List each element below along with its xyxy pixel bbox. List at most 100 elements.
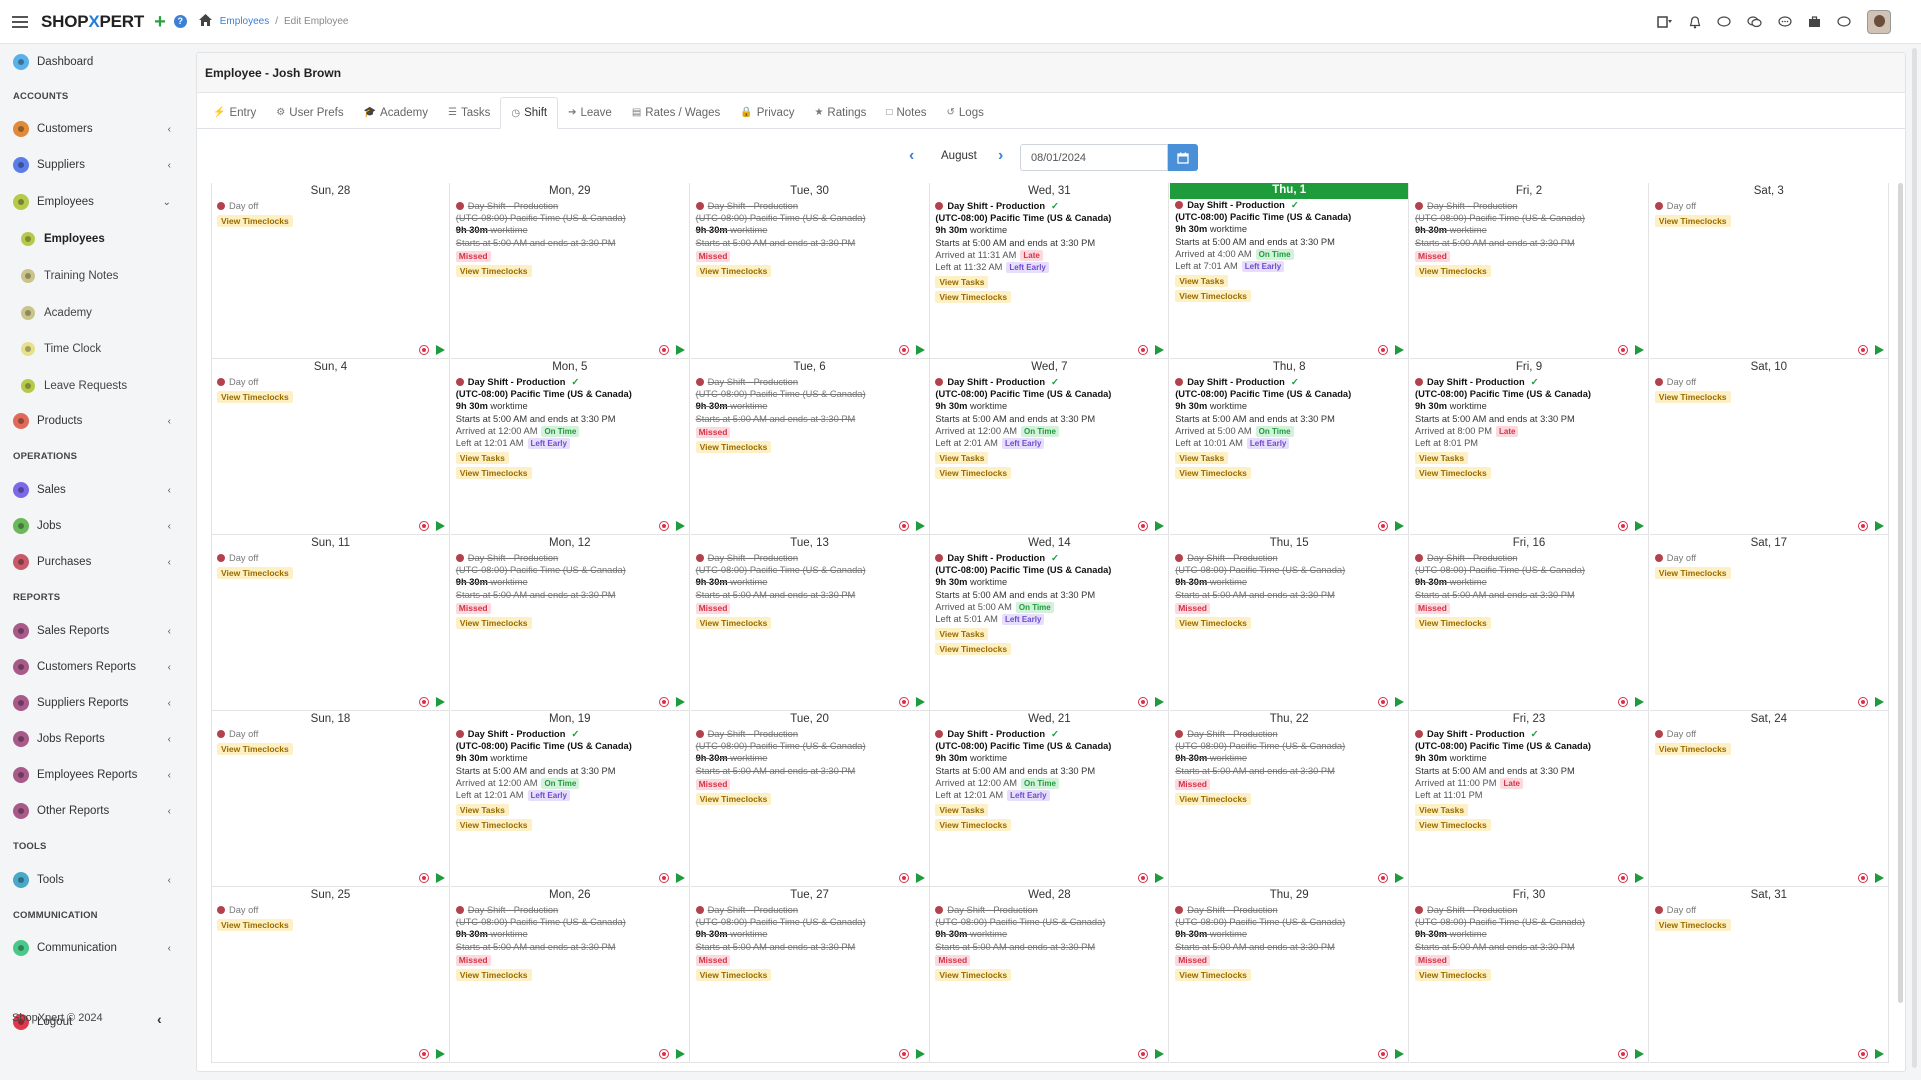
sidebar-item-dashboard[interactable]: Dashboard <box>0 49 184 75</box>
play-icon[interactable] <box>436 697 445 707</box>
sidebar-sub-leave-requests[interactable]: Leave Requests <box>0 374 184 398</box>
stop-icon[interactable] <box>1138 1049 1149 1059</box>
play-icon[interactable] <box>1155 697 1165 707</box>
calendar-day-cell[interactable]: Wed, 7 Day Shift - Production ✓ (UTC-08:00)… <box>930 359 1170 535</box>
stop-icon[interactable] <box>1138 697 1149 707</box>
view-timeclocks-button[interactable]: View Timeclocks <box>1175 290 1251 303</box>
stop-icon[interactable] <box>1618 873 1628 883</box>
calendar-day-cell[interactable]: Fri, 9 Day Shift - Production ✓ (UTC-08:00)… <box>1410 359 1649 535</box>
tab-privacy[interactable]: 🔒 Privacy <box>730 97 804 128</box>
calendar-picker-button[interactable] <box>1168 144 1198 171</box>
tab-shift[interactable]: ◷ Shift <box>500 97 559 129</box>
stop-icon[interactable] <box>1618 697 1628 707</box>
play-icon[interactable] <box>1395 873 1405 883</box>
calendar-day-cell[interactable]: Sat, 10 Day off View Timeclocks <box>1649 359 1889 535</box>
tab-academy[interactable]: 🎓 Academy <box>354 97 438 128</box>
view-timeclocks-button[interactable]: View Timeclocks <box>1654 919 1731 932</box>
play-icon[interactable] <box>1395 697 1405 707</box>
play-icon[interactable] <box>1635 345 1644 355</box>
brand-logo[interactable]: SHOPXPERT <box>41 11 145 31</box>
calendar-day-cell[interactable]: Thu, 1 Day Shift - Production ✓ (UTC-08:00)… <box>1170 183 1410 359</box>
calendar-day-cell[interactable]: Fri, 30 Day Shift - Production (UTC-08:00)… <box>1410 887 1649 1063</box>
play-icon[interactable] <box>1635 697 1644 707</box>
calendar-day-cell[interactable]: Fri, 2 Day Shift - Production (UTC-08:00) … <box>1410 183 1649 359</box>
view-timeclocks-button[interactable]: View Timeclocks <box>1654 391 1731 404</box>
view-tasks-button[interactable]: View Tasks <box>1175 275 1229 288</box>
calendar-day-cell[interactable]: Fri, 23 Day Shift - Production ✓ (UTC-08:00… <box>1410 711 1649 887</box>
calendar-day-cell[interactable]: Sun, 28 Day off View Timeclocks <box>211 183 450 359</box>
stop-icon[interactable] <box>1857 697 1868 707</box>
calendar-scrollbar[interactable] <box>1898 183 1903 1003</box>
stop-icon[interactable] <box>658 873 669 883</box>
view-tasks-button[interactable]: View Tasks <box>1415 452 1469 465</box>
view-timeclocks-button[interactable]: View Timeclocks <box>695 793 772 806</box>
sidebar-item-logout[interactable]: Logout <box>0 1009 184 1035</box>
view-tasks-button[interactable]: View Tasks <box>935 452 989 465</box>
play-icon[interactable] <box>675 521 685 531</box>
stop-icon[interactable] <box>1857 1049 1868 1059</box>
view-tasks-button[interactable]: View Tasks <box>455 452 509 465</box>
calendar-day-cell[interactable]: Sun, 11 Day off View Timeclocks <box>211 535 450 711</box>
conversations-icon[interactable] <box>1747 16 1762 28</box>
play-icon[interactable] <box>915 521 925 531</box>
view-timeclocks-button[interactable]: View Timeclocks <box>1415 467 1491 480</box>
play-icon[interactable] <box>915 697 925 707</box>
view-tasks-button[interactable]: View Tasks <box>935 628 989 641</box>
play-icon[interactable] <box>675 873 685 883</box>
view-timeclocks-button[interactable]: View Timeclocks <box>455 819 532 832</box>
sidebar-sub-academy[interactable]: Academy <box>0 301 184 325</box>
store-selector-icon[interactable] <box>1657 16 1673 28</box>
view-timeclocks-button[interactable]: View Timeclocks <box>217 919 293 932</box>
sidebar-item-purchases[interactable]: Purchases ‹ <box>0 549 184 575</box>
play-icon[interactable] <box>915 345 925 355</box>
page-scrollbar[interactable] <box>1912 48 1917 1068</box>
date-input[interactable] <box>1020 144 1168 171</box>
view-timeclocks-button[interactable]: View Timeclocks <box>935 467 1012 480</box>
view-timeclocks-button[interactable]: View Timeclocks <box>1415 617 1491 630</box>
play-icon[interactable] <box>675 697 685 707</box>
stop-icon[interactable] <box>658 1049 669 1059</box>
stop-icon[interactable] <box>898 521 909 531</box>
calendar-day-cell[interactable]: Mon, 12 Day Shift - Production (UTC-08:00)… <box>450 535 690 711</box>
play-icon[interactable] <box>1395 345 1405 355</box>
view-timeclocks-button[interactable]: View Timeclocks <box>455 467 532 480</box>
play-icon[interactable] <box>436 345 445 355</box>
sidebar-item-customers-reports[interactable]: Customers Reports ‹ <box>0 654 184 680</box>
messages-icon[interactable] <box>1778 16 1792 28</box>
briefcase-icon[interactable] <box>1808 16 1821 28</box>
view-timeclocks-button[interactable]: View Timeclocks <box>695 617 772 630</box>
calendar-day-cell[interactable]: Mon, 19 Day Shift - Production ✓ (UTC-08:00… <box>450 711 690 887</box>
stop-icon[interactable] <box>419 1049 429 1059</box>
calendar-day-cell[interactable]: Thu, 22 Day Shift - Production (UTC-08:00)… <box>1170 711 1410 887</box>
stop-icon[interactable] <box>1857 521 1868 531</box>
sidebar-item-tools[interactable]: Tools ‹ <box>0 867 184 893</box>
calendar-day-cell[interactable]: Sat, 3 Day off View Timeclocks <box>1649 183 1889 359</box>
view-timeclocks-button[interactable]: View Timeclocks <box>455 617 532 630</box>
stop-icon[interactable] <box>1378 1049 1389 1059</box>
view-timeclocks-button[interactable]: View Timeclocks <box>1175 617 1251 630</box>
calendar-day-cell[interactable]: Tue, 13 Day Shift - Production (UTC-08:00)… <box>690 535 930 711</box>
calendar-day-cell[interactable]: Thu, 8 Day Shift - Production ✓ (UTC-08:00)… <box>1170 359 1410 535</box>
tab-leave[interactable]: ➔ Leave <box>558 97 622 128</box>
tab-ratings[interactable]: ★ Ratings <box>804 97 876 128</box>
calendar-day-cell[interactable]: Sun, 25 Day off View Timeclocks <box>211 887 450 1063</box>
view-timeclocks-button[interactable]: View Timeclocks <box>1175 467 1251 480</box>
tab-notes[interactable]: □ Notes <box>876 97 936 128</box>
play-icon[interactable] <box>1874 1049 1884 1059</box>
play-icon[interactable] <box>436 1049 445 1059</box>
play-icon[interactable] <box>1155 345 1165 355</box>
view-timeclocks-button[interactable]: View Timeclocks <box>217 567 293 580</box>
view-tasks-button[interactable]: View Tasks <box>935 276 989 289</box>
play-icon[interactable] <box>436 873 445 883</box>
calendar-day-cell[interactable]: Tue, 27 Day Shift - Production (UTC-08:00)… <box>690 887 930 1063</box>
sidebar-item-products[interactable]: Products ‹ <box>0 408 184 434</box>
stop-icon[interactable] <box>1378 873 1389 883</box>
view-timeclocks-button[interactable]: View Timeclocks <box>1415 265 1491 278</box>
home-icon[interactable] <box>198 14 212 29</box>
stop-icon[interactable] <box>1618 345 1628 355</box>
stop-icon[interactable] <box>1378 697 1389 707</box>
stop-icon[interactable] <box>1618 1049 1628 1059</box>
sidebar-sub-training-notes[interactable]: Training Notes <box>0 264 184 288</box>
stop-icon[interactable] <box>419 873 429 883</box>
view-tasks-button[interactable]: View Tasks <box>1175 452 1229 465</box>
